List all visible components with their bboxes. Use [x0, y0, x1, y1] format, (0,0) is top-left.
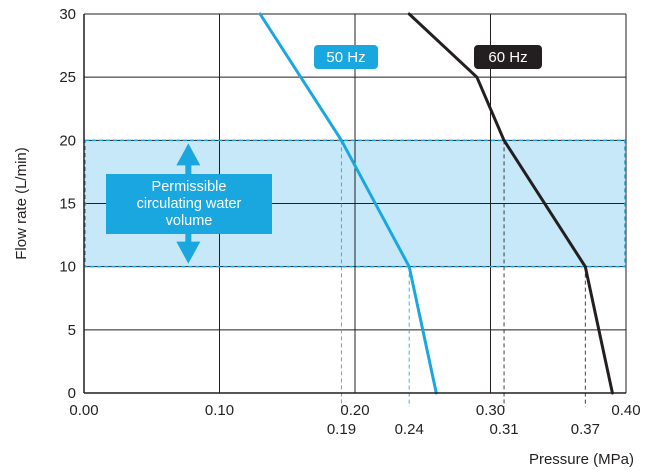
- axes: [83, 14, 626, 394]
- y-tick-label: 20: [59, 132, 76, 149]
- band-label-line: volume: [166, 213, 213, 229]
- series-tag-label: 60 Hz: [488, 49, 527, 66]
- x-tick-label: 0.10: [205, 402, 234, 419]
- annotation-labels: 0.19 0.24 0.31 0.37: [327, 421, 600, 438]
- annotation-label: 0.24: [395, 421, 424, 438]
- series-tag-label: 50 Hz: [326, 49, 365, 66]
- x-tick-label: 0.00: [69, 402, 98, 419]
- series-tag-box: [314, 45, 378, 69]
- x-tick-label: 0.20: [340, 402, 369, 419]
- x-tick-label: 0.30: [476, 402, 505, 419]
- y-axis-title: Flow rate (L/min): [13, 147, 30, 260]
- annotation-label: 0.19: [327, 421, 356, 438]
- y-tick-label: 5: [68, 322, 76, 339]
- band-label-line: circulating water: [137, 196, 242, 212]
- band-border: [84, 139, 626, 268]
- arrow-head-up: [176, 143, 201, 166]
- y-tick-label: 10: [59, 259, 76, 276]
- series-tag-50hz: 50 Hz: [314, 45, 378, 69]
- y-tick-label: 30: [59, 6, 76, 23]
- band-label-box: [106, 174, 272, 234]
- band-label-line: Permissible: [152, 179, 227, 195]
- series-tag-box: [474, 45, 542, 69]
- band-label: Permissible circulating water volume: [106, 174, 272, 234]
- annotation-label: 0.31: [489, 421, 518, 438]
- y-tick-label: 25: [59, 69, 76, 86]
- series-curves: [258, 12, 614, 395]
- y-tick-label: 0: [68, 385, 76, 402]
- annotation-label: 0.37: [571, 421, 600, 438]
- series-tag-60hz: 60 Hz: [474, 45, 542, 69]
- arrow-head-down: [176, 241, 201, 264]
- guide-lines: [84, 139, 626, 407]
- tick-labels: 0.00 0.10 0.20 0.30 0.40 0 5 10 15 20 25 30: [59, 6, 640, 419]
- y-tick-label: 15: [59, 196, 76, 213]
- series-line-60hz: [407, 12, 614, 395]
- series-line-50hz: [258, 12, 438, 395]
- x-tick-label: 0.40: [611, 402, 640, 419]
- x-axis-title: Pressure (MPa): [529, 451, 634, 468]
